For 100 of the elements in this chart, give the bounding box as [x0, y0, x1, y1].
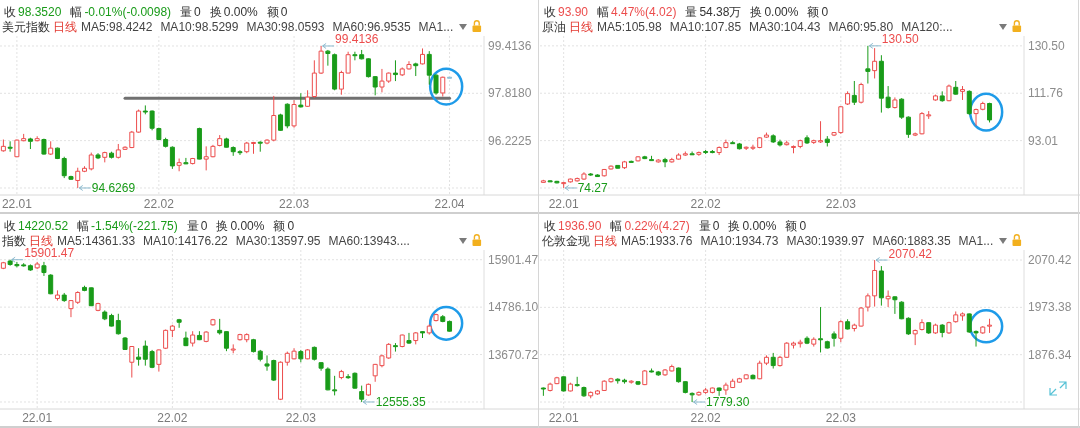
candlestick — [61, 156, 67, 179]
candlestick — [635, 380, 641, 386]
x-tick-label: 22.01 — [548, 411, 579, 425]
candlestick — [88, 286, 94, 307]
candlestick — [41, 261, 47, 277]
x-tick-label: 22.03 — [285, 411, 317, 425]
candlestick — [642, 155, 648, 160]
candlestick — [136, 347, 142, 367]
text: MA10:107.85 — [669, 20, 742, 34]
candlestick — [797, 139, 803, 149]
candlestick — [703, 149, 709, 155]
candlestick — [912, 329, 918, 346]
text: 日线 — [593, 234, 617, 248]
candlestick — [413, 331, 419, 345]
text: MA60:13943.... — [328, 234, 410, 248]
candlestick — [230, 343, 236, 354]
candlestick — [426, 323, 432, 336]
candlestick — [622, 160, 627, 170]
candlestick — [203, 330, 209, 343]
annotation: 12555.35 — [375, 394, 427, 409]
candlestick — [736, 377, 742, 384]
y-tick-label: 99.4136 — [488, 38, 532, 53]
candlestick — [960, 85, 965, 101]
candlestick — [27, 263, 33, 272]
candlestick — [845, 90, 851, 106]
text: 收98.3520 幅-0.01%(-0.0098) 量0 换0.00% 额0 — [4, 4, 288, 19]
text: MA5:1933.76 — [621, 234, 693, 248]
candlestick — [399, 334, 405, 348]
y-tick-label: 2070.42 — [1028, 253, 1072, 268]
candlestick — [953, 80, 959, 96]
candlestick — [359, 385, 365, 403]
candlestick — [210, 318, 216, 327]
candlestick — [156, 348, 162, 373]
candlestick — [791, 144, 796, 154]
candlestick — [223, 330, 229, 352]
x-tick-label: 22.01 — [22, 411, 53, 425]
text: MA5:105.98 — [597, 20, 663, 34]
candlestick — [946, 84, 952, 102]
candlestick — [622, 378, 627, 385]
candlestick — [88, 152, 94, 171]
candlestick — [966, 89, 972, 116]
candlestick — [831, 330, 837, 348]
text: MA60:96.9535 — [332, 20, 411, 34]
candlestick — [420, 330, 425, 339]
candlestick — [872, 47, 878, 79]
candlestick — [109, 151, 115, 160]
candlestick — [176, 158, 182, 172]
candlestick — [716, 387, 722, 397]
text: 日线 — [29, 234, 53, 248]
candlestick — [784, 140, 790, 146]
candlestick — [662, 157, 668, 168]
text: MA30:98.0593 — [246, 20, 325, 34]
candlestick — [851, 80, 857, 106]
y-tick-label: 111.76 — [1028, 86, 1064, 101]
candlestick — [939, 90, 945, 103]
candlestick — [567, 178, 573, 184]
text: 收1936.90 幅0.22%(4.27) 量0 换0.00% 额0 — [544, 218, 807, 233]
x-tick-label: 22.02 — [143, 197, 175, 211]
text: 日线 — [53, 20, 77, 34]
candlestick — [932, 323, 938, 335]
x-tick-label: 22.02 — [690, 411, 721, 425]
candlestick — [960, 311, 965, 322]
candlestick — [858, 82, 864, 104]
text: MA10:98.5299 — [160, 20, 239, 34]
candlestick — [709, 387, 715, 394]
candlestick — [669, 157, 675, 164]
candlestick — [447, 320, 453, 333]
candlestick — [980, 325, 986, 335]
candlestick — [196, 330, 202, 341]
candlestick — [615, 164, 621, 169]
candlestick — [365, 57, 371, 79]
candlestick — [129, 345, 135, 379]
candlestick — [574, 376, 580, 388]
candlestick — [311, 346, 317, 362]
candlestick — [102, 151, 108, 163]
chart-title: 伦敦金现 — [542, 234, 590, 248]
candlestick — [392, 342, 398, 353]
candlestick — [926, 321, 932, 335]
x-tick-label: 22.03 — [825, 197, 857, 211]
candlestick — [217, 134, 223, 147]
candlestick — [987, 102, 993, 123]
y-tick-label: 1973.38 — [1028, 300, 1072, 315]
y-tick-label: 130.50 — [1028, 38, 1066, 53]
candlestick — [709, 149, 715, 154]
text: MA60:1883.35 — [872, 234, 951, 248]
candlestick — [440, 76, 446, 98]
y-tick-label: 13670.72 — [488, 347, 539, 362]
candlestick — [95, 302, 101, 312]
candlestick — [217, 318, 223, 336]
candlestick — [892, 96, 898, 110]
text: MA5:14361.33 — [57, 234, 136, 248]
text: MA1... — [958, 234, 994, 248]
candlestick — [588, 390, 594, 399]
x-tick-label: 22.03 — [279, 197, 310, 211]
candlestick — [682, 151, 688, 157]
x-tick-label: 22.02 — [157, 411, 188, 425]
candlestick — [804, 335, 810, 345]
candlestick — [278, 113, 284, 132]
candlestick — [68, 175, 74, 181]
candlestick — [845, 318, 851, 330]
